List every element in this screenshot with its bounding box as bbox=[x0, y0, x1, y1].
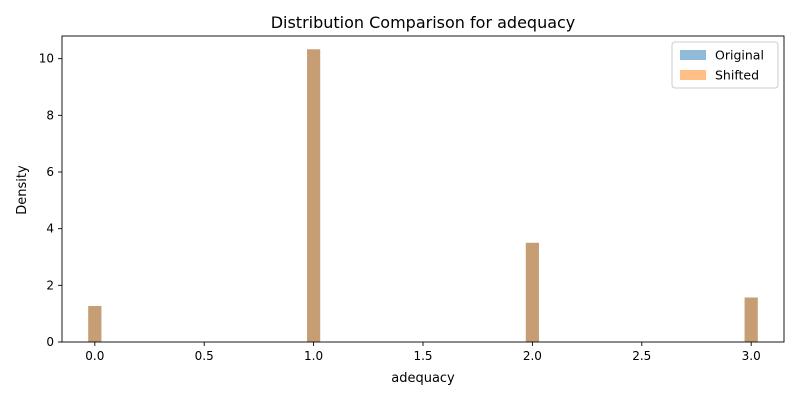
y-tick-label: 10 bbox=[39, 52, 54, 66]
legend-label-shifted: Shifted bbox=[715, 68, 759, 83]
y-tick-label: 8 bbox=[46, 108, 54, 122]
legend: Original Shifted bbox=[672, 42, 778, 88]
bar-shifted-3 bbox=[745, 298, 758, 342]
x-axis-label: adequacy bbox=[391, 371, 455, 386]
y-tick-label: 0 bbox=[46, 335, 54, 349]
legend-swatch-original bbox=[680, 50, 706, 60]
y-axis-label: Density bbox=[15, 165, 30, 215]
y-tick-label: 4 bbox=[46, 222, 54, 236]
x-axis: 0.0 0.5 1.0 1.5 2.0 2.5 3.0 bbox=[85, 342, 760, 363]
x-tick-label: 3.0 bbox=[742, 349, 761, 363]
x-tick-label: 2.5 bbox=[632, 349, 651, 363]
y-tick-label: 6 bbox=[46, 165, 54, 179]
x-tick-label: 0.5 bbox=[195, 349, 214, 363]
y-axis: 0 2 4 6 8 10 bbox=[39, 52, 62, 349]
x-tick-label: 2.0 bbox=[523, 349, 542, 363]
series-shifted bbox=[88, 49, 757, 342]
chart-title: Distribution Comparison for adequacy bbox=[271, 13, 576, 32]
bar-shifted-2 bbox=[526, 243, 539, 342]
bar-shifted-1 bbox=[307, 49, 320, 342]
legend-swatch-shifted bbox=[680, 70, 706, 80]
plot-area bbox=[88, 49, 757, 342]
x-tick-label: 0.0 bbox=[85, 349, 104, 363]
bar-shifted-0 bbox=[88, 306, 101, 342]
y-tick-label: 2 bbox=[46, 278, 54, 292]
x-tick-label: 1.0 bbox=[304, 349, 323, 363]
series-original bbox=[88, 49, 757, 342]
x-tick-label: 1.5 bbox=[413, 349, 432, 363]
legend-label-original: Original bbox=[715, 48, 764, 63]
